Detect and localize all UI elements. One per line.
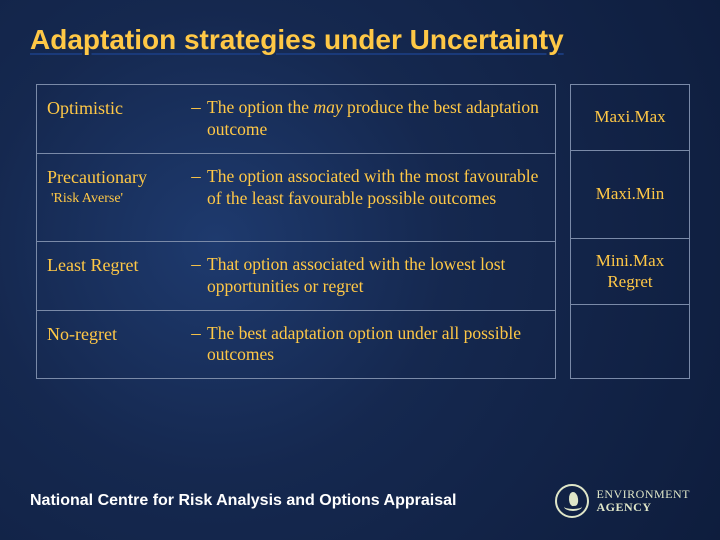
strategy-description: That option associated with the lowest l… — [207, 254, 545, 298]
strategy-sublabel: 'Risk Averse' — [47, 190, 185, 208]
strategy-name: No-regret — [47, 323, 185, 346]
strategy-name: Optimistic — [47, 97, 185, 120]
desc-text: The option associated with the most favo… — [207, 166, 538, 208]
agency-logo: ENVIRONMENT AGENCY — [555, 484, 691, 518]
logo-line2: AGENCY — [597, 501, 691, 514]
strategy-label: Optimistic — [47, 98, 123, 118]
slide-title: Adaptation strategies under Uncertainty — [0, 0, 720, 66]
strategy-label: Precautionary — [47, 167, 147, 187]
rule-label: Mini.Max Regret — [571, 239, 689, 305]
rule-label: Maxi.Max — [571, 85, 689, 151]
desc-emphasis: may — [313, 97, 342, 117]
desc-text: That option associated with the lowest l… — [207, 254, 505, 296]
desc-text: The option the — [207, 97, 313, 117]
table-main: Optimistic – The option the may produce … — [36, 84, 556, 379]
rule-label: Maxi.Min — [571, 151, 689, 239]
footer-text: National Centre for Risk Analysis and Op… — [30, 492, 456, 510]
dash: – — [185, 166, 207, 188]
strategy-name: Precautionary 'Risk Averse' — [47, 166, 185, 208]
dash: – — [185, 323, 207, 345]
strategy-label: No-regret — [47, 324, 117, 344]
strategies-table: Optimistic – The option the may produce … — [0, 66, 720, 379]
rule-label — [571, 305, 689, 371]
agency-logo-text: ENVIRONMENT AGENCY — [597, 488, 691, 513]
strategy-description: The option the may produce the best adap… — [207, 97, 545, 141]
dash: – — [185, 97, 207, 119]
slide-footer: National Centre for Risk Analysis and Op… — [30, 484, 690, 518]
table-row: No-regret – The best adaptation option u… — [37, 311, 555, 379]
strategy-description: The option associated with the most favo… — [207, 166, 545, 210]
table-row: Precautionary 'Risk Averse' – The option… — [37, 154, 555, 242]
table-row: Least Regret – That option associated wi… — [37, 242, 555, 311]
table-side: Maxi.Max Maxi.Min Mini.Max Regret — [570, 84, 690, 379]
strategy-label: Least Regret — [47, 255, 138, 275]
desc-text: The best adaptation option under all pos… — [207, 323, 521, 365]
agency-logo-icon — [555, 484, 589, 518]
dash: – — [185, 254, 207, 276]
table-row: Optimistic – The option the may produce … — [37, 85, 555, 154]
strategy-name: Least Regret — [47, 254, 185, 277]
strategy-description: The best adaptation option under all pos… — [207, 323, 545, 367]
